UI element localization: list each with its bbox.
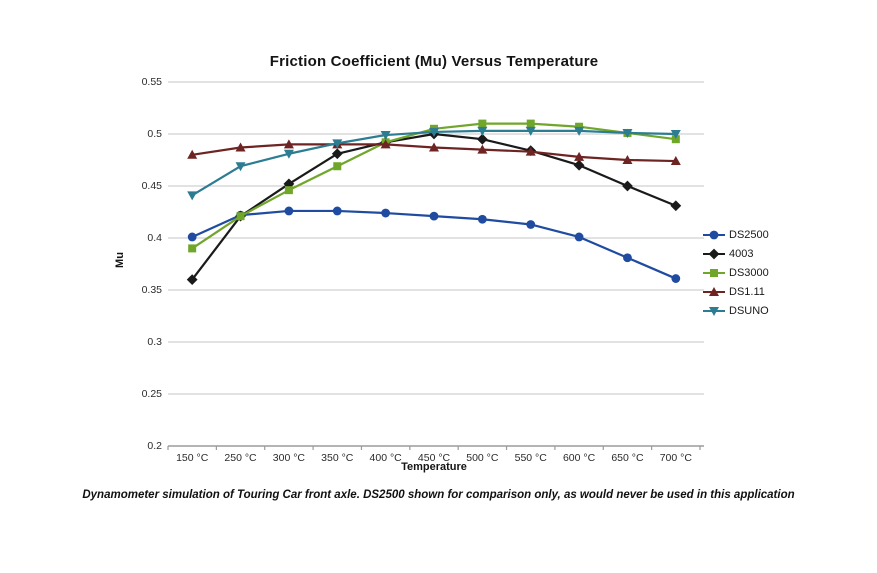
- legend-item-DS3000: DS3000: [703, 266, 769, 279]
- y-tick-label: 0.35: [141, 284, 162, 296]
- legend-item-4003: 4003: [703, 247, 769, 260]
- data-point-marker: [429, 142, 439, 152]
- data-point-marker: [477, 126, 488, 136]
- data-point-marker: [284, 186, 293, 195]
- data-point-marker: [525, 126, 536, 136]
- data-point-marker: [670, 200, 682, 212]
- legend-label: 4003: [729, 247, 754, 260]
- y-tick-label: 0.2: [147, 440, 162, 452]
- legend-item-DS1.11: DS1.11: [703, 285, 769, 298]
- data-point-marker: [709, 286, 719, 296]
- y-tick-label: 0.25: [141, 388, 162, 400]
- data-point-marker: [525, 146, 536, 156]
- data-point-marker: [380, 139, 391, 149]
- data-point-marker: [332, 139, 343, 149]
- series-line-4003: [191, 132, 677, 281]
- data-point-marker: [526, 119, 535, 128]
- data-point-marker: [574, 232, 584, 242]
- data-point-marker: [283, 139, 294, 149]
- data-point-marker: [708, 248, 720, 259]
- x-axis-title: Temperature: [401, 461, 467, 473]
- data-point-marker: [381, 208, 391, 218]
- data-point-marker: [574, 126, 585, 136]
- x-tick-label: 700 °C: [659, 452, 692, 464]
- x-tick-label: 350 °C: [321, 452, 354, 464]
- chart-title: Friction Coefficient (Mu) Versus Tempera…: [269, 53, 599, 70]
- data-point-marker: [623, 253, 632, 263]
- x-tick-label: 500 °C: [466, 452, 499, 464]
- data-point-marker: [710, 268, 718, 277]
- data-point-marker: [429, 211, 439, 221]
- x-tick-label: 400 °C: [369, 452, 402, 464]
- series-line-DS2500: [191, 209, 677, 280]
- data-point-marker: [477, 144, 488, 154]
- data-point-marker: [188, 244, 197, 253]
- data-point-marker: [332, 206, 342, 216]
- x-tick-label: 450 °C: [417, 452, 451, 464]
- y-tick-label: 0.4: [147, 232, 162, 244]
- data-point-marker: [236, 212, 245, 221]
- data-point-marker: [478, 119, 487, 128]
- data-point-marker: [670, 156, 681, 166]
- data-point-marker: [476, 133, 488, 145]
- legend-item-DSUNO: DSUNO: [703, 304, 769, 317]
- data-point-marker: [709, 306, 719, 316]
- data-point-marker: [235, 142, 246, 152]
- data-point-marker: [186, 274, 198, 285]
- x-tick-label: 550 °C: [514, 452, 547, 464]
- data-point-marker: [622, 128, 633, 138]
- x-tick-label: 300 °C: [272, 452, 306, 464]
- chart-legend: DS2500 4003 DS3000 DS1.11 DSUNO: [703, 228, 769, 317]
- data-point-marker: [187, 191, 198, 201]
- y-tick-label: 0.3: [147, 336, 162, 348]
- data-point-marker: [526, 220, 536, 229]
- data-point-marker: [477, 214, 487, 224]
- data-point-marker: [709, 230, 719, 239]
- legend-marker-icon: [703, 286, 725, 296]
- data-point-marker: [331, 148, 343, 160]
- data-point-marker: [283, 149, 294, 159]
- legend-item-DS2500: DS2500: [703, 228, 769, 241]
- x-tick-label: 250 °C: [224, 452, 257, 464]
- x-tick-label: 600 °C: [562, 452, 596, 464]
- data-point-marker: [187, 232, 197, 242]
- chart-caption: Dynamometer simulation of Touring Car fr…: [82, 489, 795, 501]
- data-point-marker: [622, 180, 633, 192]
- data-point-marker: [235, 162, 246, 172]
- legend-marker-icon: [703, 306, 725, 316]
- y-tick-label: 0.5: [147, 128, 162, 140]
- data-point-marker: [380, 131, 391, 141]
- x-tick-label: 150 °C: [176, 452, 209, 464]
- data-point-marker: [573, 159, 585, 171]
- x-tick-label: 650 °C: [611, 452, 644, 464]
- data-point-marker: [671, 274, 681, 283]
- y-tick-label: 0.45: [141, 180, 162, 192]
- legend-marker-icon: [703, 248, 725, 259]
- legend-label: DSUNO: [729, 304, 769, 317]
- data-point-marker: [333, 162, 342, 171]
- data-point-marker: [575, 122, 584, 131]
- y-axis-title: Mu: [114, 252, 126, 268]
- legend-label: DS3000: [729, 266, 769, 279]
- data-point-marker: [284, 206, 294, 216]
- legend-label: DS2500: [729, 228, 769, 241]
- data-point-marker: [429, 127, 439, 137]
- data-point-marker: [622, 155, 633, 164]
- data-point-marker: [670, 130, 681, 139]
- data-point-marker: [671, 135, 680, 144]
- y-tick-label: 0.55: [141, 76, 162, 88]
- legend-marker-icon: [703, 268, 725, 277]
- data-point-marker: [574, 151, 585, 161]
- data-point-marker: [187, 149, 198, 159]
- legend-label: DS1.11: [729, 285, 765, 298]
- legend-marker-icon: [703, 230, 725, 239]
